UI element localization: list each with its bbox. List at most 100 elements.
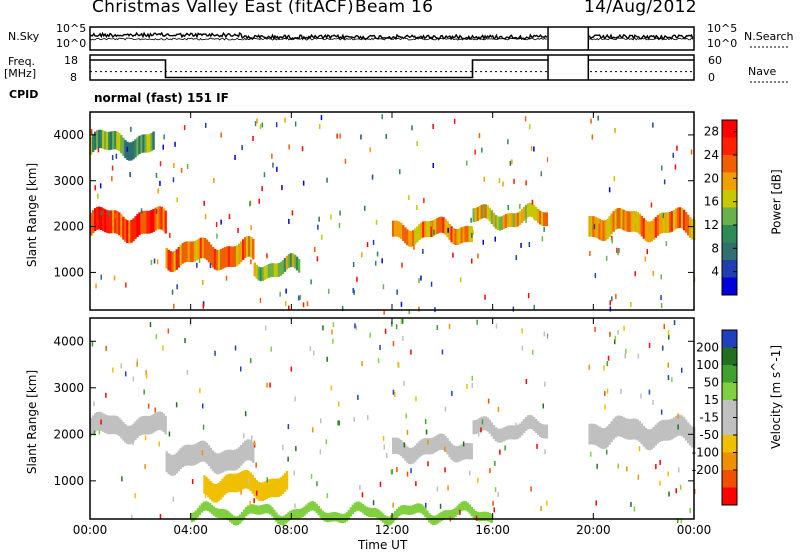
velocity-panel-cell: [219, 481, 222, 500]
velocity-colorbar-swatch: [722, 487, 737, 506]
power-panel-cell: [134, 139, 137, 158]
velocity-panel-speckle: [677, 518, 679, 524]
power-panel-speckle: [418, 278, 420, 284]
power-panel-speckle: [498, 178, 501, 183]
velocity-panel-speckle: [201, 450, 204, 456]
velocity-panel-cell: [598, 426, 601, 448]
power-panel-cell: [422, 221, 425, 238]
velocity-panel-cell: [518, 423, 522, 438]
velocity-panel-cell: [207, 445, 211, 466]
velocity-panel-speckle: [295, 446, 297, 452]
power-panel-speckle: [284, 117, 286, 123]
velocity-panel-cell: [128, 425, 131, 445]
velocity-panel-cell: [488, 419, 491, 434]
velocity-panel-cell: [250, 440, 253, 462]
power-panel-cell: [100, 207, 103, 230]
power-panel-cell: [244, 237, 247, 258]
velocity-panel-cell: [588, 423, 591, 445]
velocity-panel-cell: [213, 452, 217, 474]
velocity-panel-cell: [255, 480, 258, 499]
velocity-panel-cell: [221, 478, 224, 498]
velocity-panel-cell: [94, 413, 97, 432]
velocity-panel-cell: [247, 505, 250, 515]
velocity-panel-cell: [524, 416, 528, 431]
velocity-panel-speckle: [331, 329, 333, 335]
power-panel-cell: [140, 134, 143, 154]
velocity-panel-cell: [408, 505, 411, 515]
power-panel-speckle: [590, 118, 592, 124]
power-panel-speckle: [353, 289, 355, 295]
power-panel-speckle: [396, 289, 398, 295]
power-panel-speckle: [432, 163, 434, 168]
velocity-panel-cell: [610, 421, 613, 443]
velocity-panel-cell: [608, 423, 611, 445]
velocity-panel-cell: [402, 505, 405, 515]
velocity-panel-speckle: [379, 345, 381, 350]
velocity-panel-cell: [228, 512, 232, 522]
power-panel-cell: [273, 263, 277, 278]
velocity-panel-cell: [416, 503, 419, 513]
power-panel-speckle: [597, 115, 599, 121]
velocity-panel-speckle: [604, 390, 606, 396]
velocity-panel-speckle: [451, 390, 453, 396]
power-panel-cell: [173, 250, 176, 272]
velocity-panel-speckle: [105, 345, 107, 351]
power-panel-speckle: [186, 164, 189, 169]
power-panel-cell: [203, 238, 207, 259]
power-panel-speckle: [225, 275, 228, 281]
velocity-panel-cell: [211, 450, 215, 472]
velocity-panel-speckle: [294, 396, 296, 402]
power-panel-cell: [541, 211, 544, 226]
velocity-panel-speckle: [675, 488, 677, 494]
velocity-panel-cell: [148, 415, 151, 435]
power-panel-speckle: [97, 193, 99, 199]
velocity-panel-speckle: [689, 508, 691, 513]
power-panel-speckle: [400, 301, 403, 307]
velocity-panel-cell: [229, 449, 233, 471]
power-panel-speckle: [338, 222, 341, 228]
velocity-panel-cell: [414, 445, 417, 462]
velocity-ylabel: Slant Range [km]: [25, 369, 40, 475]
velocity-panel-speckle: [175, 402, 178, 408]
power-panel-cell: [114, 210, 117, 234]
velocity-panel-cell: [454, 446, 457, 463]
power-panel-cell: [678, 207, 682, 228]
power-panel-speckle: [660, 303, 663, 308]
velocity-panel-speckle: [384, 328, 387, 334]
x-axis-label: Time UT: [358, 538, 408, 552]
velocity-panel-speckle: [681, 367, 683, 373]
power-panel-cell: [545, 212, 548, 227]
velocity-panel-cell: [219, 452, 223, 474]
velocity-panel-cell: [464, 501, 467, 511]
velocity-panel-cell: [650, 428, 654, 450]
velocity-panel-speckle: [143, 389, 145, 395]
velocity-panel-speckle: [673, 320, 676, 326]
power-panel-cell: [596, 217, 599, 239]
velocity-panel-speckle: [316, 481, 318, 487]
velocity-panel-speckle: [515, 422, 517, 428]
power-panel-speckle: [513, 178, 515, 184]
power-panel-cell: [185, 241, 188, 262]
velocity-panel-cell: [275, 478, 279, 498]
power-panel-speckle: [515, 255, 517, 261]
velocity-colorbar-swatch: [722, 382, 737, 401]
power-panel-cell: [480, 204, 483, 219]
velocity-colorbar-tick-label: -15: [699, 411, 719, 425]
power-panel-cell: [450, 226, 453, 243]
power-panel-speckle: [674, 164, 677, 170]
velocity-panel-speckle: [144, 428, 146, 434]
velocity-panel-speckle: [98, 429, 101, 435]
power-panel-cell: [96, 206, 99, 230]
velocity-panel-cell: [152, 414, 155, 433]
velocity-panel-cell: [138, 417, 141, 437]
velocity-panel-cell: [242, 442, 245, 464]
velocity-panel-cell: [652, 426, 656, 448]
velocity-panel-cell: [392, 513, 395, 523]
power-panel-speckle: [310, 279, 312, 285]
power-panel-speckle: [252, 136, 254, 141]
velocity-panel-speckle: [290, 366, 293, 372]
velocity-panel-cell: [239, 472, 242, 491]
velocity-panel-cell: [319, 508, 322, 518]
power-colorbar-tick-label: 12: [704, 218, 719, 232]
velocity-panel-cell: [434, 515, 437, 525]
